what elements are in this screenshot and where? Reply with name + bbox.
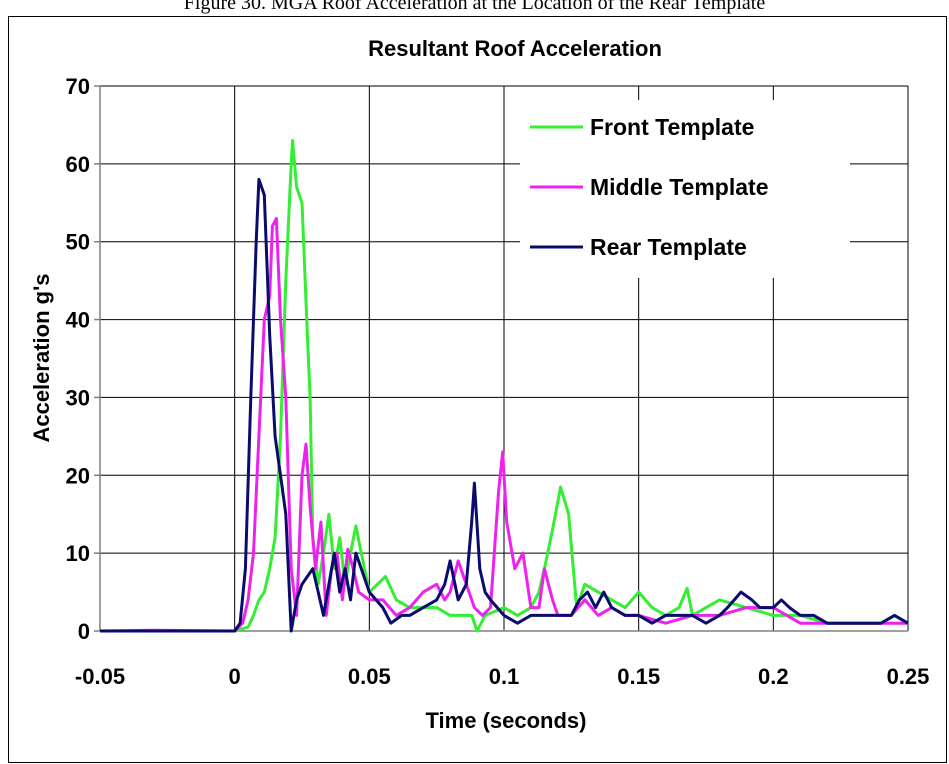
x-tick-label-0: -0.05 xyxy=(75,664,125,689)
y-tick-label-5: 50 xyxy=(66,230,90,255)
y-axis-label: Acceleration g's xyxy=(29,273,54,442)
chart-title: Resultant Roof Acceleration xyxy=(368,36,662,61)
x-tick-label-3: 0.1 xyxy=(489,664,520,689)
series-line-front-template xyxy=(100,139,909,633)
figure-caption: Figure 30. MGA Roof Acceleration at the … xyxy=(183,0,766,14)
y-tick-label-7: 70 xyxy=(66,74,90,99)
x-tick-label-6: 0.25 xyxy=(887,664,930,689)
y-tick-label-2: 20 xyxy=(66,463,90,488)
legend-label-middle-template: Middle Template xyxy=(590,174,769,200)
y-tick-label-4: 40 xyxy=(66,308,90,333)
x-tick-label-5: 0.2 xyxy=(758,664,789,689)
y-tick-label-6: 60 xyxy=(66,152,90,177)
y-tick-label-3: 30 xyxy=(66,385,90,410)
y-tick-label-1: 10 xyxy=(66,541,90,566)
legend-label-front-template: Front Template xyxy=(590,114,754,140)
series-lines xyxy=(99,139,909,633)
chart-frame xyxy=(8,16,947,763)
x-axis-label: Time (seconds) xyxy=(426,708,587,733)
x-tick-label-4: 0.15 xyxy=(617,664,660,689)
x-tick-label-1: 0 xyxy=(229,664,241,689)
series-line-rear-template xyxy=(100,177,909,633)
tick-labels: 0 10 20 30 40 50 60 70 -0.05 0 0.05 0.1 0.15 0.2 0.25 xyxy=(66,74,930,689)
x-tick-label-2: 0.05 xyxy=(348,664,391,689)
legend: Front Template Middle Template Rear Templa… xyxy=(520,100,850,278)
legend-label-rear-template: Rear Template xyxy=(590,234,747,260)
y-tick-label-0: 0 xyxy=(78,619,90,644)
